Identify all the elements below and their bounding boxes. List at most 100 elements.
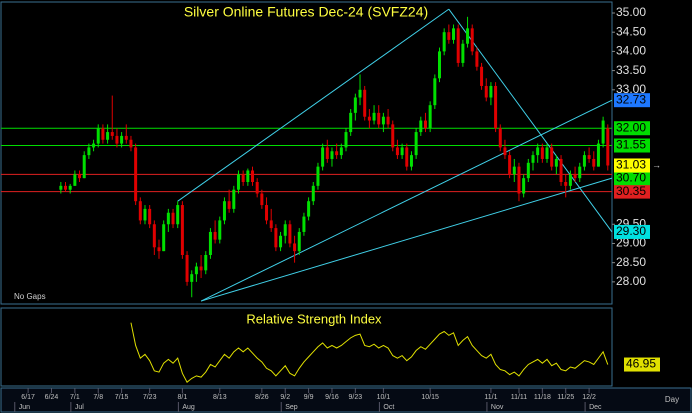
candle-body (573, 174, 577, 179)
x-tick-label: 10/15 (421, 394, 439, 401)
candle-body (405, 147, 409, 167)
candle-body (480, 66, 484, 86)
level-tag-bg (614, 138, 650, 153)
candle-body (302, 216, 306, 232)
candle-body (550, 147, 554, 167)
candle-body (297, 231, 301, 252)
x-tick-label: 8/26 (255, 394, 269, 401)
candle-body (162, 224, 166, 252)
x-tick-label: 8/1 (178, 394, 188, 401)
candle-body (129, 139, 133, 148)
candle-body (353, 97, 357, 113)
month-label: Jun (19, 404, 30, 411)
y-tick-label: 28.50 (616, 255, 646, 269)
candle-body (484, 85, 488, 98)
candle-body (92, 143, 96, 148)
x-tick-label: 9/16 (325, 394, 339, 401)
rsi-tag: 46.95 (626, 357, 656, 371)
x-tick-label: 11/25 (557, 394, 574, 401)
x-tick-label: 7/8 (93, 394, 103, 401)
arrow: → (652, 160, 661, 170)
rsi-panel (0, 307, 613, 387)
candle-body (531, 155, 535, 163)
month-label: Aug (182, 404, 195, 411)
candle-body (227, 201, 231, 209)
candle-body (218, 220, 222, 240)
candle-body (213, 231, 217, 240)
x-tick-label: 8/13 (213, 394, 227, 401)
candle-body (316, 166, 320, 186)
note: No Gaps (14, 292, 46, 301)
candle-body (587, 155, 591, 159)
candle-body (101, 128, 105, 140)
month-label: Dec (589, 404, 602, 411)
candle-body (433, 78, 437, 106)
x-tick-label: 7/23 (143, 394, 157, 401)
candle-body (395, 147, 399, 156)
level-tag: 30.35 (616, 184, 646, 198)
month-label: Oct (383, 404, 394, 411)
y-tick-label: 35.00 (616, 5, 646, 19)
candle-body (68, 185, 72, 190)
candle-body (349, 112, 353, 133)
candle-body (251, 170, 255, 183)
candle-body (59, 185, 63, 190)
x-tick-label: 12/2 (582, 394, 596, 401)
candle-body (536, 147, 540, 156)
y-tick-label: 33.50 (616, 63, 646, 77)
x-tick-label: 6/24 (45, 394, 59, 401)
candle-body (82, 155, 86, 179)
x-tick-label: 9/9 (304, 394, 314, 401)
candle-body (522, 178, 526, 194)
candle-body (199, 266, 203, 271)
x-tick-label: 6/17 (21, 394, 35, 401)
candle-body (241, 174, 245, 183)
candle-body (166, 212, 170, 225)
rsi-line (130, 322, 609, 383)
rsi-title: Relative Strength Index (246, 311, 382, 326)
x-tick-label: 7/15 (115, 394, 129, 401)
candle-body (503, 147, 507, 156)
candle-body (138, 201, 142, 221)
candle-body (64, 185, 68, 190)
trendline (177, 8, 450, 202)
candle-body (283, 224, 287, 236)
x-unit: Day (665, 395, 679, 404)
candle-body (437, 51, 441, 79)
candle-body (120, 135, 124, 144)
candle-body (559, 158, 563, 183)
candle-body (269, 220, 273, 229)
candle-body (344, 132, 348, 148)
candle-body (452, 28, 456, 40)
candle-body (447, 32, 451, 40)
candle-body (442, 32, 446, 52)
x-tick-label: 11/11 (511, 394, 528, 401)
candle-body (540, 147, 544, 159)
candle-body (391, 124, 395, 148)
candle-body (456, 28, 460, 63)
date-axis (0, 387, 692, 413)
trendline (200, 99, 613, 302)
candle-body (96, 128, 100, 144)
candle-body (568, 174, 572, 186)
candle-body (171, 212, 175, 225)
candle-body (508, 155, 512, 175)
candle-body (489, 85, 493, 98)
price-panel (0, 1, 613, 305)
candle-body (274, 228, 278, 248)
candle-body (466, 28, 470, 44)
candle-body (367, 116, 371, 121)
candle-body (372, 112, 376, 121)
candle-body (339, 147, 343, 156)
last-price-tag: 31.03 (616, 158, 646, 172)
trendline-tag-bg (614, 224, 650, 239)
x-tick-label: 11/18 (534, 394, 551, 401)
candle-body (124, 135, 128, 140)
candle-body (419, 120, 423, 133)
candle-body (358, 89, 362, 98)
trendline-tag-bg (614, 93, 650, 108)
x-tick-label: 9/23 (349, 394, 363, 401)
candle-body (106, 132, 110, 140)
candle-body (494, 85, 498, 129)
month-label: Sep (285, 404, 298, 411)
